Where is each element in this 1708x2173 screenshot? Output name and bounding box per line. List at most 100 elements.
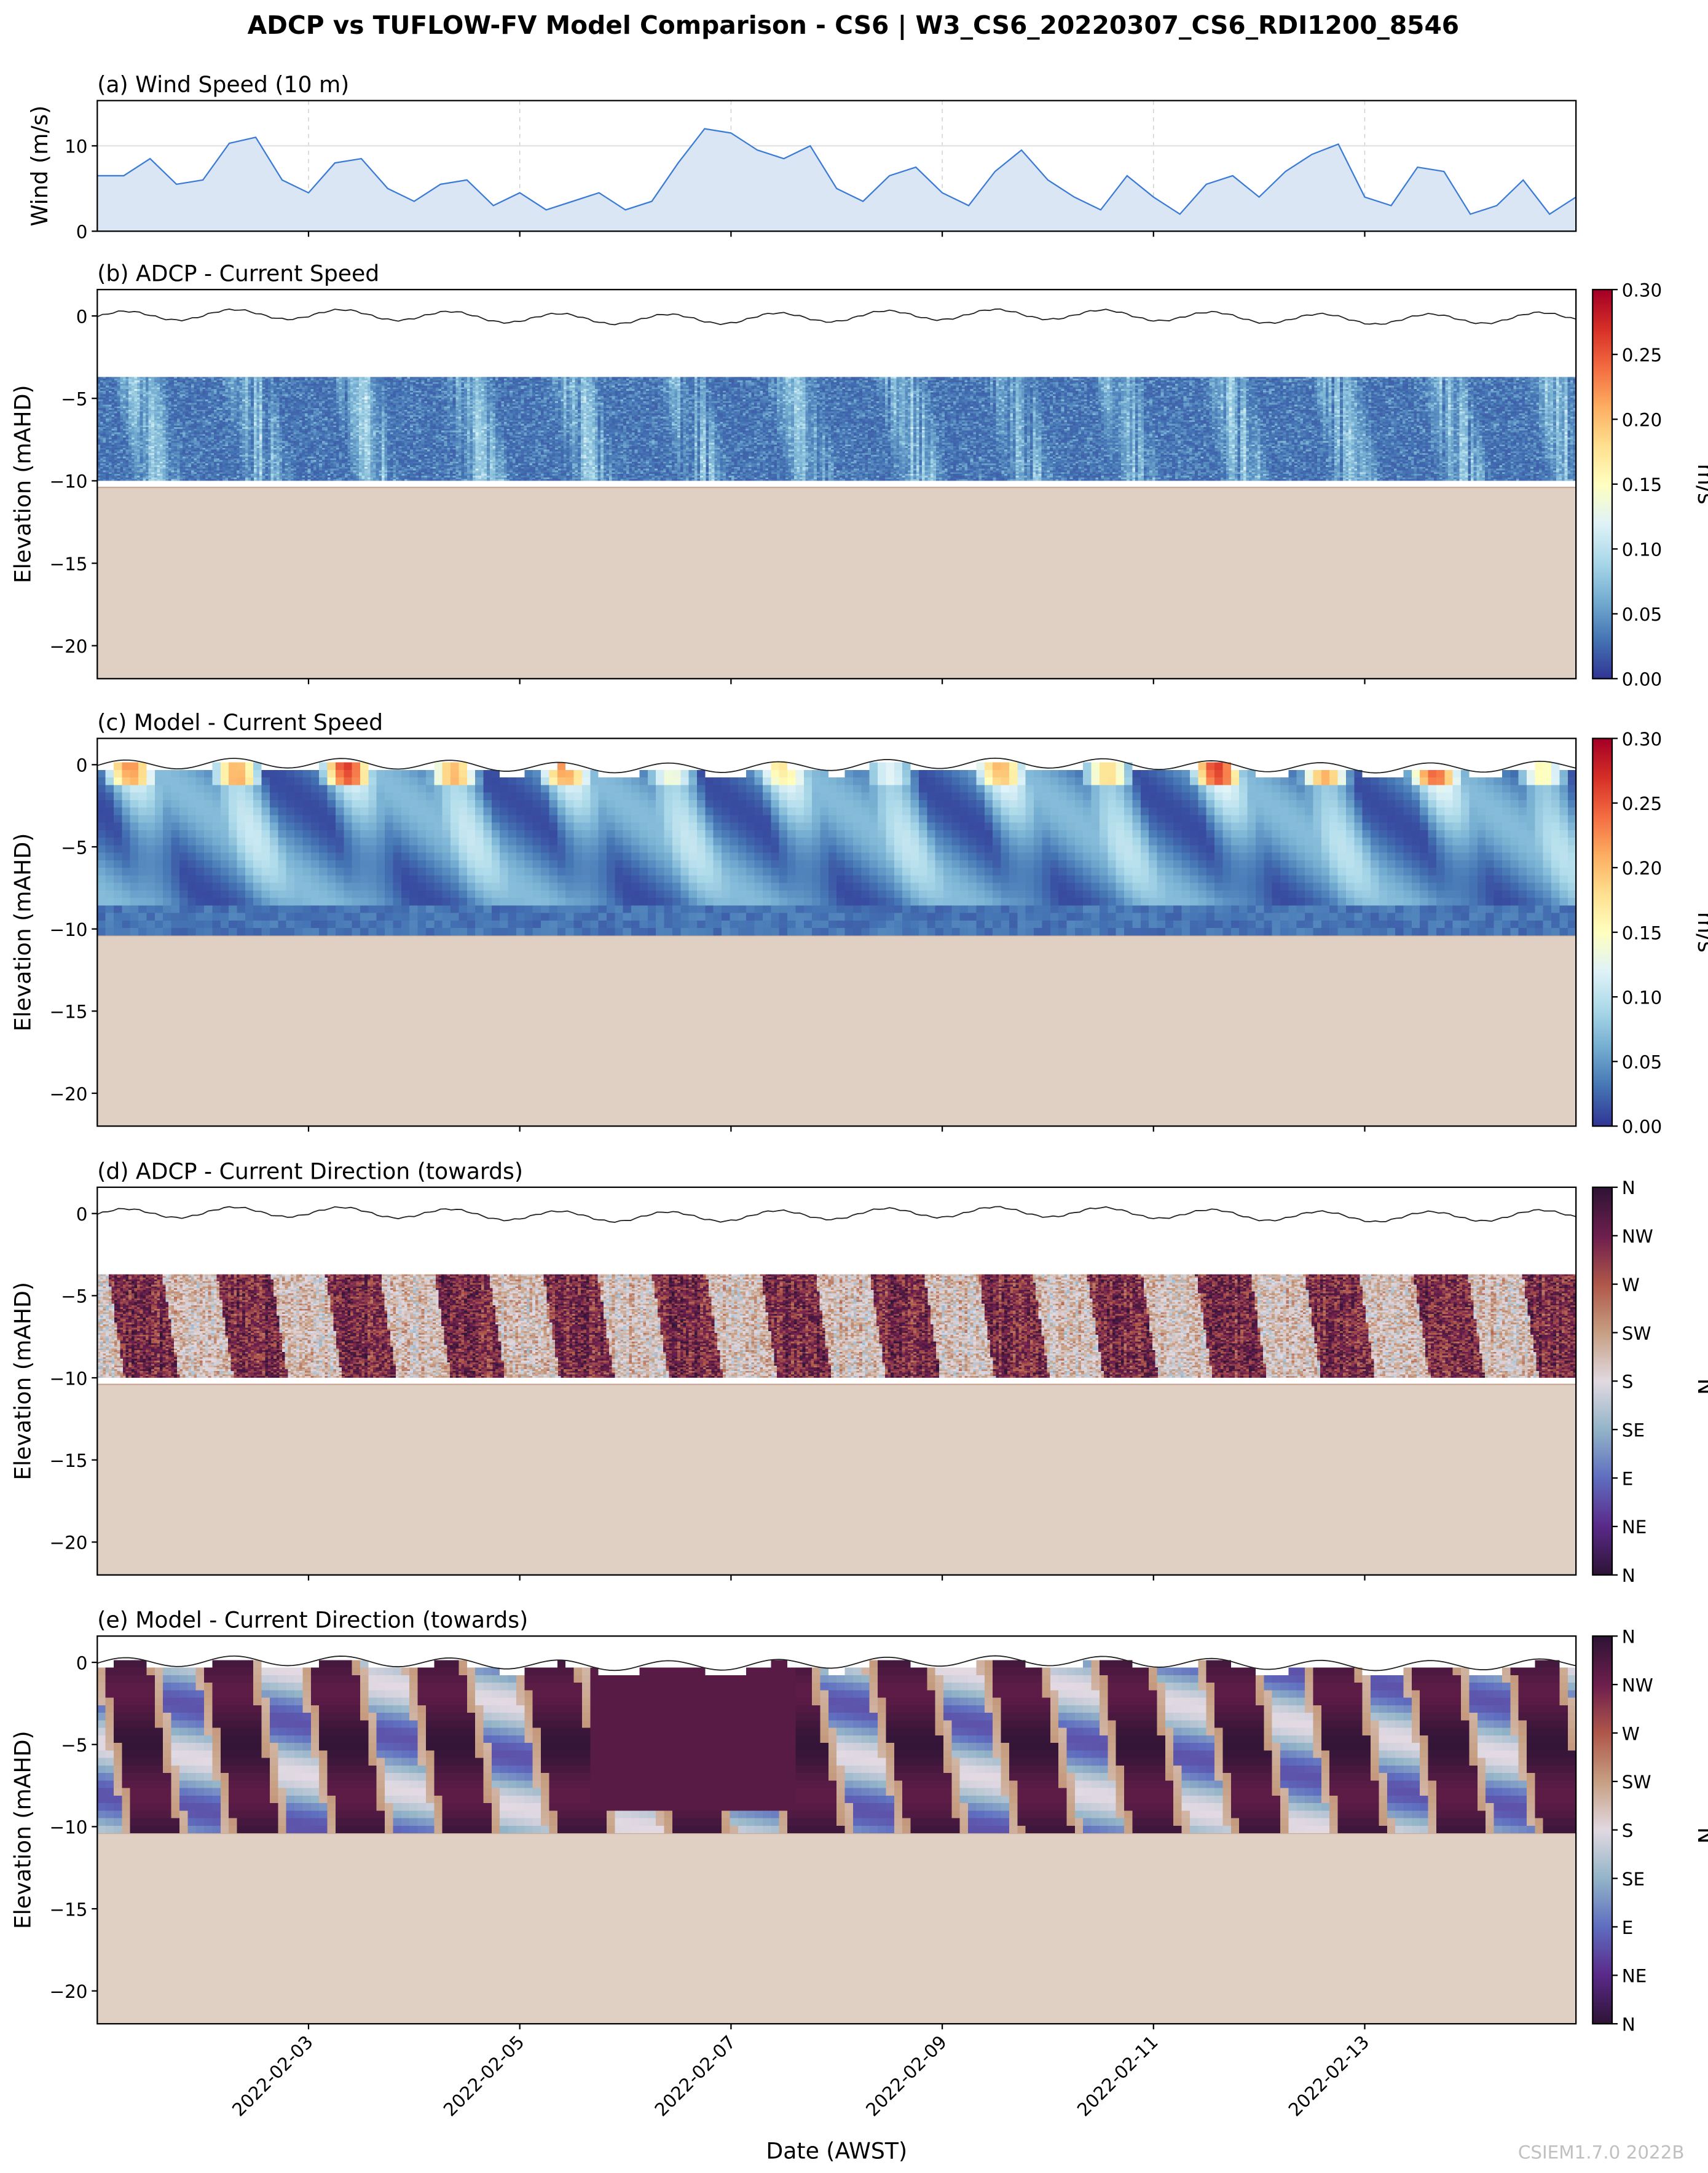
colorbar-tick-label: 0.25: [1622, 345, 1662, 366]
y-tick-label: −20: [49, 1981, 87, 2002]
y-tick-label: −15: [49, 1002, 87, 1023]
colorbar-tick-label: 0.20: [1622, 410, 1662, 431]
panel-e: (e) Model - Current Direction (towards) E…: [10, 1607, 1708, 2121]
y-tick-label: −5: [61, 837, 87, 858]
wind-line: [97, 128, 1576, 215]
x-axis-label: Date (AWST): [766, 2138, 907, 2164]
y-tick-label: −20: [49, 636, 87, 657]
panels: (a) Wind Speed (10 m) Wind (m/s) 0 10 (b) AD…: [10, 71, 1708, 2120]
colorbar-tick-label: S: [1622, 1820, 1634, 1841]
colorbar-tick-label: N: [1622, 2014, 1635, 2035]
y-tick-label: −10: [49, 471, 87, 492]
y-tick-label: −15: [49, 554, 87, 575]
panel-title: (c) Model - Current Speed: [97, 709, 383, 736]
water-level-line: [96, 308, 1576, 326]
colorbar-tick-label: NW: [1622, 1675, 1653, 1696]
y-tick-label: −20: [49, 1083, 87, 1104]
y-tick-label: −5: [61, 389, 87, 410]
colorbar-tick-label: 0.15: [1622, 474, 1662, 495]
colorbar-tick-label: NW: [1622, 1226, 1653, 1247]
y-tick-label: 0: [76, 1652, 88, 1673]
colorbar-tick-label: S: [1622, 1372, 1634, 1393]
y-axis-label: Elevation (mAHD): [10, 385, 36, 583]
colorbar-tick-label: 0.25: [1622, 793, 1662, 814]
water-level-line: [97, 1655, 1576, 1672]
y-tick-label: −15: [49, 1450, 87, 1471]
colorbar-tick-label: E: [1622, 1468, 1634, 1489]
colorbar: [1592, 289, 1612, 679]
water-level-line: [96, 1206, 1576, 1223]
colorbar-tick-label: N: [1622, 1177, 1635, 1198]
axes-frame: [96, 1186, 1577, 1576]
colorbar-tick-label: SE: [1622, 1869, 1645, 1890]
y-tick-label: 10: [65, 136, 87, 157]
seabed: [97, 487, 1576, 679]
heatmap-image: [97, 1274, 1576, 1378]
colorbar-tick-label: 0.05: [1622, 1052, 1662, 1073]
panel-c: (c) Model - Current Speed Elevation (mAHD…: [10, 709, 1708, 1138]
colorbar-tick-label: N: [1622, 1565, 1635, 1586]
y-tick-label: 0: [76, 306, 88, 327]
y-tick-label: −15: [49, 1899, 87, 1920]
y-tick-label: 0: [76, 1204, 88, 1225]
colorbar-tick-label: N: [1622, 1627, 1635, 1648]
seabed: [97, 1384, 1576, 1575]
colorbar-tick-label: 0.00: [1622, 669, 1662, 690]
y-tick-label: −10: [49, 1817, 87, 1838]
colorbar-tick-label: 0.10: [1622, 987, 1662, 1008]
colorbar-tick-label: W: [1622, 1723, 1640, 1744]
colorbar-tick-label: 0.05: [1622, 604, 1662, 625]
y-tick-label: 0: [76, 222, 88, 243]
watermark: CSIEM1.7.0 2022B: [1518, 2142, 1685, 2163]
heatmap-image: [97, 755, 1576, 936]
colorbar-tick-label: 0.00: [1622, 1117, 1662, 1138]
colorbar-tick-label: W: [1622, 1275, 1640, 1295]
colorbar-label: °N: [1693, 1816, 1708, 1844]
y-tick-label: −20: [49, 1533, 87, 1554]
y-axis-label: Wind (m/s): [26, 106, 53, 227]
colorbar-tick-label: SW: [1622, 1323, 1651, 1344]
colorbar-tick-label: 0.10: [1622, 540, 1662, 560]
colorbar-tick-label: E: [1622, 1917, 1634, 1938]
colorbar-tick-label: SE: [1622, 1420, 1645, 1441]
panel-a: (a) Wind Speed (10 m) Wind (m/s) 0 10: [26, 71, 1577, 243]
y-tick-label: −10: [49, 1368, 87, 1389]
panel-title: (d) ADCP - Current Direction (towards): [97, 1158, 523, 1184]
axes-frame: [96, 1635, 1577, 2025]
panel-d: (d) ADCP - Current Direction (towards) El…: [10, 1158, 1708, 1586]
panel-title: (b) ADCP - Current Speed: [97, 261, 379, 287]
colorbar-label: m/s: [1693, 464, 1708, 505]
colorbar: [1592, 1187, 1612, 1575]
water-level-line: [97, 757, 1576, 774]
panel-b: (b) ADCP - Current Speed Elevation (mAHD)…: [10, 261, 1708, 690]
seabed: [97, 935, 1576, 1126]
colorbar: [1592, 738, 1612, 1126]
y-tick-label: −5: [61, 1735, 87, 1756]
colorbar-tick-label: SW: [1622, 1772, 1651, 1793]
y-tick-label: −5: [61, 1286, 87, 1307]
panel-title: (a) Wind Speed (10 m): [97, 71, 349, 98]
y-tick-label: −10: [49, 919, 87, 940]
seabed: [97, 1833, 1576, 2024]
colorbar-label: m/s: [1693, 912, 1708, 953]
heatmap-image: [97, 377, 1576, 481]
colorbar-tick-label: 0.20: [1622, 858, 1662, 879]
y-axis-label: Elevation (mAHD): [10, 1282, 36, 1480]
panel-title: (e) Model - Current Direction (towards): [97, 1607, 528, 1633]
wind-area: [97, 128, 1576, 232]
colorbar-label: °N: [1693, 1367, 1708, 1395]
y-tick-label: 0: [76, 755, 88, 776]
axes-frame: [96, 100, 1577, 232]
colorbar: [1592, 1636, 1612, 2024]
colorbar-tick-label: 0.30: [1622, 729, 1662, 750]
heatmap-image: [97, 1652, 1576, 1834]
y-axis-label: Elevation (mAHD): [10, 833, 36, 1032]
colorbar-tick-label: NE: [1622, 1966, 1647, 1987]
y-axis-label: Elevation (mAHD): [10, 1731, 36, 1929]
colorbar-tick-label: NE: [1622, 1517, 1647, 1538]
axes-frame: [96, 289, 1577, 680]
axes-frame: [96, 737, 1577, 1127]
figure-title: ADCP vs TUFLOW-FV Model Comparison - CS6…: [248, 10, 1459, 41]
colorbar-tick-label: 0.30: [1622, 280, 1662, 301]
